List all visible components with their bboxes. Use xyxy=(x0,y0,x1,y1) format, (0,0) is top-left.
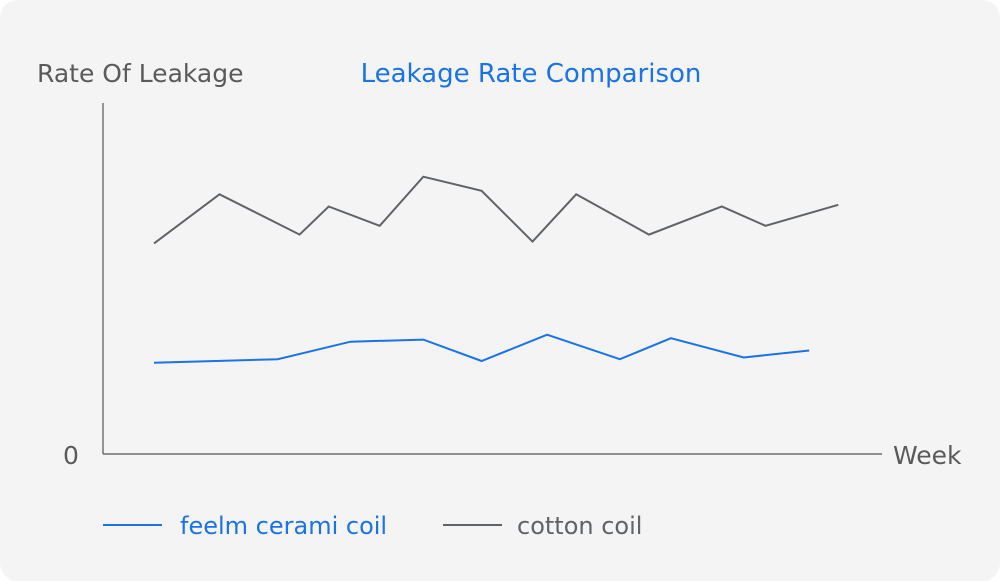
x-axis-label: Week xyxy=(893,441,962,470)
series-line-feelm xyxy=(153,333,810,364)
series-layer xyxy=(153,175,839,364)
legend-label-cotton: cotton coil xyxy=(517,512,642,540)
y-tick-label-zero: 0 xyxy=(63,441,79,470)
y-axis-label: Rate Of Leakage xyxy=(37,59,244,88)
chart-title: Leakage Rate Comparison xyxy=(361,59,702,89)
legend: feelm cerami coil cotton coil xyxy=(103,512,642,540)
legend-label-feelm: feelm cerami coil xyxy=(180,512,387,540)
series-line-cotton xyxy=(153,175,839,245)
